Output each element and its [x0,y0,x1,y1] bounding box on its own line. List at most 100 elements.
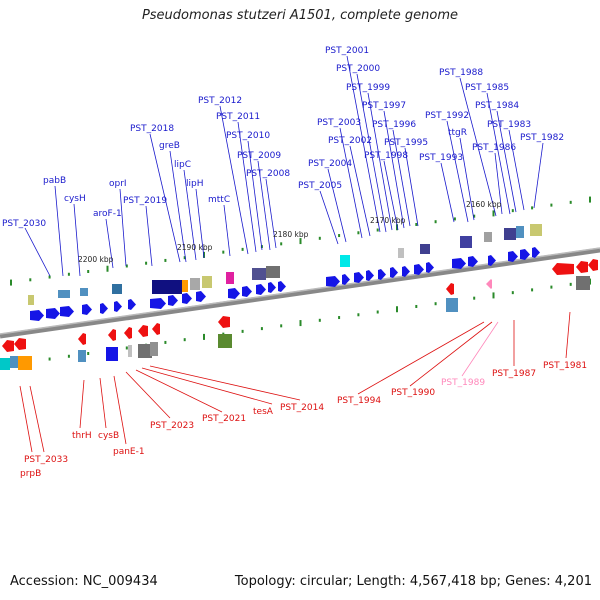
forward-gene [402,266,410,277]
forward-gene [452,258,466,269]
gene-label: PST_1988 [439,68,483,78]
forward-gene [354,272,364,283]
gene-label: PST_1997 [362,101,406,111]
gene-box [150,342,158,356]
gene-label: PST_1983 [487,120,531,130]
ruler-tick [125,264,128,268]
gene-label: PST_1992 [425,111,469,121]
ruler-label: 2160 kbp [466,200,502,209]
ruler-tick [241,247,244,251]
leader-line [99,377,107,429]
leader-line [169,150,187,263]
ruler-tick [396,306,398,313]
gene-label: PST_1989 [441,378,485,388]
gene-label: PST_1994 [337,396,381,406]
gene-label: PST_1995 [384,138,428,148]
ruler-tick [338,316,341,320]
forward-gene [426,262,434,273]
ruler-tick [299,320,302,327]
leader-line [24,227,51,277]
gene-label: PST_2018 [130,124,174,134]
leader-line [486,92,511,215]
ruler-tick [164,340,167,344]
gene-label: PST_2021 [202,414,246,424]
gene-box [18,356,32,370]
ruler-tick [492,210,495,217]
ruler-tick [299,238,302,245]
ruler-tick [569,200,572,204]
gene-label: PST_1993 [419,153,463,163]
forward-gene [520,249,530,260]
ruler-tick [396,224,398,231]
ruler-tick [318,236,321,240]
gene-box [182,280,188,292]
leader-line [145,205,153,267]
leader-line [565,311,571,359]
ruler-tick [434,302,437,306]
gene-box [10,356,18,368]
gene-label: thrH [72,431,92,441]
ruler-tick [87,270,90,274]
leader-line [265,178,277,249]
gene-label: PST_1982 [520,133,564,143]
gene-box [340,255,350,267]
ruler-tick [550,203,553,207]
ruler-tick [10,279,12,286]
ruler-tick [106,265,109,272]
ruler-tick [67,272,70,276]
leader-line [494,152,503,215]
gene-label: aroF-1 [93,209,122,219]
gene-label: prpB [20,469,41,479]
forward-gene [60,306,74,317]
leader-line [446,120,469,223]
reverse-gene [138,325,148,337]
leader-line [223,204,231,257]
ruler-label: 2190 kbp [177,243,213,252]
gene-box [152,280,182,294]
forward-gene [150,298,166,309]
gene-box [266,266,280,278]
gene-box [504,228,516,240]
genome-backbone-highlight [0,247,600,335]
gene-box [78,350,86,362]
ruler-tick [183,338,186,342]
page-title: Pseudomonas stutzeri A1501, complete gen… [141,8,459,23]
reverse-gene [588,259,598,271]
gene-box [58,290,70,298]
ruler-tick [260,327,263,331]
reverse-gene [576,261,588,273]
forward-gene [342,274,350,285]
gene-label: PST_1984 [475,101,519,111]
leader-line [383,160,399,231]
ruler-tick [376,228,379,232]
gene-label: PST_2003 [317,118,361,128]
forward-gene [196,291,206,302]
leader-line [195,188,205,259]
gene-box [28,295,34,305]
ruler-tick [241,329,244,333]
reverse-gene [552,263,574,275]
leader-line [79,379,85,429]
ruler-label: 2200 kbp [78,255,114,264]
forward-gene [46,308,60,319]
forward-gene [168,295,178,306]
leader-line [113,375,127,445]
leader-line [356,73,387,233]
ruler-tick [29,278,32,282]
reverse-gene [152,323,160,335]
gene-label: greB [159,141,180,151]
leader-line [149,365,301,401]
leader-line [508,129,525,211]
gene-label: mttC [208,195,230,205]
gene-box [128,345,132,357]
gene-label: PST_1985 [465,83,509,93]
gene-box [0,358,10,370]
leader-line [404,147,419,227]
ruler-tick [164,258,167,262]
gene-label: PST_2009 [237,151,281,161]
ruler-tick [357,313,360,317]
gene-label: PST_2004 [308,159,352,169]
ruler-tick [569,282,572,286]
ruler-tick [48,357,51,361]
ruler-tick [531,288,534,292]
